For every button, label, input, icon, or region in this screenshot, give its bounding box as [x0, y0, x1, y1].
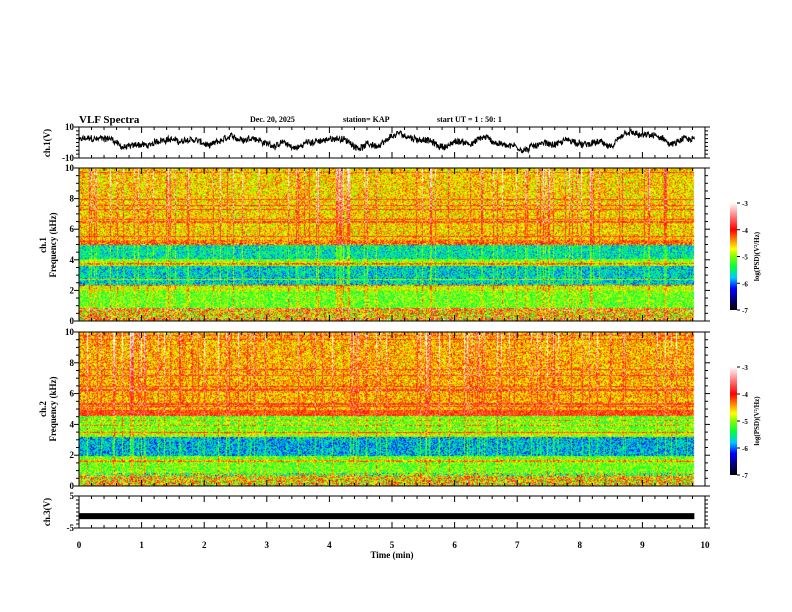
- ch3-waveform-ytick-label: 5: [70, 491, 75, 501]
- x-tick-label: 6: [452, 540, 457, 550]
- ch1-spectrogram-ytick-label: 6: [70, 224, 75, 234]
- ch2-spectrogram-colorbar-tick-label: -3: [742, 364, 748, 372]
- ch1-spectrogram-ytick-label: 4: [70, 255, 75, 265]
- ch1-voltage-axis-label: ch.1(V): [42, 129, 52, 157]
- ch2-spectrogram-ytick-label: 8: [70, 358, 75, 368]
- ch2-spectrogram-axis-label-line2: Frequency (kHz): [48, 376, 58, 441]
- x-tick-label: 10: [701, 540, 711, 550]
- ch1-waveform-ytick-label: 10: [65, 122, 75, 132]
- ch1-spectrogram-colorbar-tick-label: -5: [742, 254, 748, 262]
- figure-title: VLF Spectra: [79, 114, 140, 126]
- traces-layer: [78, 127, 695, 520]
- ch1-spectrogram-ytick-label: 0: [70, 316, 75, 326]
- ch2-spectrogram-area: [79, 332, 705, 486]
- ch2-spectrogram-ytick-label: 2: [70, 450, 75, 460]
- ch1-spectrogram-colorbar-label: log(PSD)(V²/Hz): [753, 231, 761, 281]
- ch1-spectrogram-colorbar-tick-label: -4: [742, 227, 748, 235]
- ch2-spectrogram-image: [79, 332, 705, 486]
- date-label: Dec. 20, 2025: [250, 115, 295, 124]
- ch2-spectrogram-colorbar-label: log(PSD)(V²/Hz): [753, 396, 761, 446]
- x-tick-label: 9: [640, 540, 645, 550]
- ch1-spectrogram-ytick-label: 2: [70, 285, 75, 295]
- start-ut-label: start UT = 1 : 50: 1: [437, 115, 502, 124]
- x-tick-label: 5: [390, 540, 395, 550]
- ch2-spectrogram-ytick-label: 6: [70, 389, 75, 399]
- ch3-waveform-ytick-label: -5: [67, 523, 75, 533]
- ch2-spectrogram-axis-label-line1: ch.2: [38, 401, 48, 417]
- ch1-spectrogram-area: [79, 168, 705, 321]
- x-tick-label: 1: [139, 540, 144, 550]
- x-tick-label: 7: [515, 540, 520, 550]
- x-tick-label: 4: [327, 540, 332, 550]
- ch1-spectrogram-image: [79, 168, 705, 321]
- ch1-spectrogram-colorbar-tick-label: -7: [742, 307, 748, 315]
- ch1-spectrogram-ytick-label: 8: [70, 194, 75, 204]
- ch3-voltage-axis-label: ch.3(V): [42, 498, 52, 526]
- ch2-colorbar: -3 -4 -5 -6 -7 log(PSD)(V²/Hz): [730, 364, 761, 480]
- ch2-spectrogram-colorbar-gradient: [730, 367, 737, 475]
- ch2-spectrogram-colorbar-tick-label: -7: [742, 472, 748, 480]
- x-tick-label: 8: [578, 540, 583, 550]
- ch1-spectrogram-colorbar-tick-label: -6: [742, 280, 748, 288]
- ch1-spectrogram-colorbar-gradient: [730, 203, 737, 310]
- ch2-spectrogram-colorbar-tick-label: -5: [742, 418, 748, 426]
- x-tick-label: 0: [77, 540, 82, 550]
- ch1-spectrogram-ytick-label: 10: [65, 163, 75, 173]
- x-tick-label: 2: [202, 540, 207, 550]
- ch1-waveform-line: [78, 127, 695, 154]
- ch1-colorbar: -3 -4 -5 -6 -7 log(PSD)(V²/Hz): [730, 200, 761, 315]
- ch2-spectrogram-ytick-label: 4: [70, 419, 75, 429]
- station-label: station= KAP: [343, 115, 390, 124]
- ch2-spectrogram-ytick-label: 10: [65, 327, 75, 337]
- ch1-spectrogram-colorbar-tick-label: -3: [742, 200, 748, 208]
- ch2-spectrogram-colorbar-tick-label: -6: [742, 445, 748, 453]
- ch3-waveform-band: [79, 513, 695, 520]
- ch1-spectrogram-axis-label-line1: ch.1: [38, 237, 48, 253]
- ch2-spectrogram-colorbar-tick-label: -4: [742, 391, 748, 399]
- x-axis-label: Time (min): [370, 550, 413, 560]
- ch2-spectrogram-ytick-label: 0: [70, 481, 75, 491]
- ch1-spectrogram-axis-label-line2: Frequency (kHz): [48, 212, 58, 277]
- x-tick-label: 3: [265, 540, 270, 550]
- ch1-waveform-ytick-label: -10: [62, 153, 74, 163]
